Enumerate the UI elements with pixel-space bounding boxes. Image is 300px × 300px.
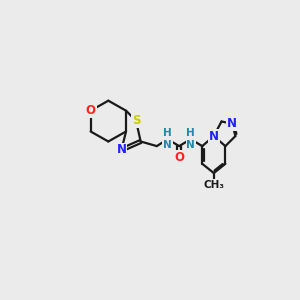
Text: H
N: H N bbox=[186, 128, 195, 150]
Text: H
N: H N bbox=[163, 128, 172, 150]
Text: CH₃: CH₃ bbox=[203, 180, 224, 190]
Text: N: N bbox=[116, 143, 126, 157]
Text: O: O bbox=[85, 104, 96, 117]
Text: N: N bbox=[209, 130, 219, 142]
Text: O: O bbox=[174, 151, 184, 164]
Text: S: S bbox=[132, 114, 140, 127]
Text: N: N bbox=[227, 117, 237, 130]
